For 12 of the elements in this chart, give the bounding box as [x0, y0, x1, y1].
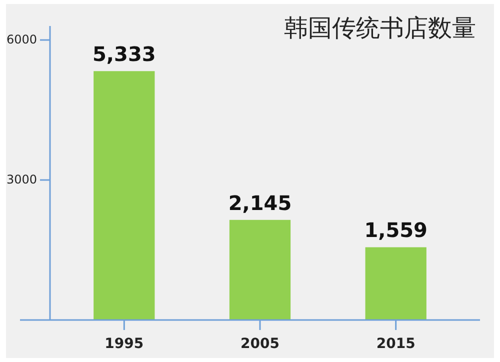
chart-title: 韩国传统书店数量	[284, 14, 476, 42]
bar	[229, 220, 291, 320]
data-label: 1,559	[364, 218, 428, 242]
data-label: 2,145	[228, 190, 292, 215]
x-tick-label: 2015	[376, 336, 416, 352]
y-tick-label: 6000	[6, 32, 37, 46]
bar	[365, 247, 426, 320]
data-label: 5,333	[92, 42, 156, 66]
x-tick-label: 1995	[104, 336, 144, 352]
x-tick-label: 2005	[240, 336, 280, 352]
bar	[94, 71, 155, 320]
y-tick-label: 3000	[6, 172, 37, 186]
